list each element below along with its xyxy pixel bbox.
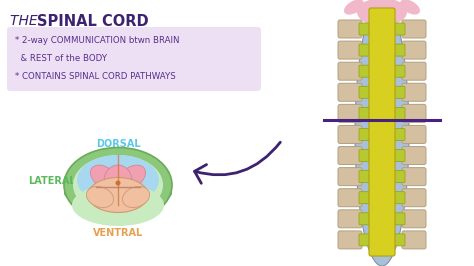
FancyBboxPatch shape (402, 104, 426, 122)
FancyBboxPatch shape (338, 168, 362, 186)
FancyBboxPatch shape (338, 41, 362, 59)
FancyBboxPatch shape (402, 231, 426, 249)
FancyBboxPatch shape (402, 62, 426, 80)
Text: THE: THE (10, 14, 42, 28)
Ellipse shape (64, 148, 172, 222)
Ellipse shape (344, 0, 364, 15)
FancyBboxPatch shape (7, 27, 261, 91)
FancyBboxPatch shape (359, 86, 371, 98)
FancyBboxPatch shape (359, 149, 371, 161)
FancyBboxPatch shape (359, 128, 371, 140)
Ellipse shape (357, 0, 407, 26)
FancyBboxPatch shape (393, 213, 405, 225)
Text: VENTRAL: VENTRAL (93, 228, 143, 238)
FancyBboxPatch shape (338, 83, 362, 101)
Text: * CONTAINS SPINAL CORD PATHWAYS: * CONTAINS SPINAL CORD PATHWAYS (15, 72, 176, 81)
FancyArrowPatch shape (194, 142, 280, 183)
FancyBboxPatch shape (402, 41, 426, 59)
FancyBboxPatch shape (393, 23, 405, 35)
Ellipse shape (64, 178, 172, 208)
FancyBboxPatch shape (359, 44, 371, 56)
FancyBboxPatch shape (393, 192, 405, 204)
Ellipse shape (400, 0, 420, 15)
FancyBboxPatch shape (393, 86, 405, 98)
FancyBboxPatch shape (402, 147, 426, 165)
Text: SPINAL CORD: SPINAL CORD (37, 14, 149, 29)
Text: & REST of the BODY: & REST of the BODY (15, 54, 107, 63)
FancyBboxPatch shape (393, 44, 405, 56)
FancyBboxPatch shape (393, 128, 405, 140)
FancyBboxPatch shape (338, 147, 362, 165)
FancyBboxPatch shape (359, 171, 371, 183)
Ellipse shape (122, 186, 150, 207)
FancyBboxPatch shape (338, 20, 362, 38)
Ellipse shape (88, 177, 148, 213)
FancyBboxPatch shape (359, 192, 371, 204)
FancyBboxPatch shape (402, 20, 426, 38)
FancyBboxPatch shape (393, 171, 405, 183)
FancyBboxPatch shape (359, 234, 371, 246)
Ellipse shape (355, 0, 409, 266)
Ellipse shape (116, 181, 120, 185)
FancyBboxPatch shape (393, 65, 405, 77)
Ellipse shape (86, 186, 114, 207)
FancyBboxPatch shape (402, 210, 426, 228)
FancyBboxPatch shape (338, 104, 362, 122)
Ellipse shape (91, 165, 118, 189)
Ellipse shape (77, 155, 159, 205)
FancyBboxPatch shape (359, 213, 371, 225)
FancyBboxPatch shape (338, 189, 362, 207)
FancyBboxPatch shape (338, 126, 362, 143)
FancyBboxPatch shape (393, 234, 405, 246)
FancyBboxPatch shape (369, 8, 395, 256)
FancyBboxPatch shape (338, 231, 362, 249)
FancyBboxPatch shape (359, 107, 371, 119)
FancyBboxPatch shape (402, 189, 426, 207)
Ellipse shape (72, 184, 164, 226)
FancyBboxPatch shape (338, 210, 362, 228)
FancyBboxPatch shape (393, 107, 405, 119)
Ellipse shape (104, 165, 132, 197)
Text: DORSAL: DORSAL (96, 139, 140, 149)
FancyBboxPatch shape (402, 83, 426, 101)
FancyBboxPatch shape (402, 126, 426, 143)
FancyBboxPatch shape (402, 168, 426, 186)
FancyBboxPatch shape (338, 62, 362, 80)
FancyBboxPatch shape (359, 23, 371, 35)
Ellipse shape (118, 165, 146, 189)
Text: LATERAL: LATERAL (28, 176, 76, 186)
Text: * 2-way COMMUNICATION btwn BRAIN: * 2-way COMMUNICATION btwn BRAIN (15, 36, 180, 45)
FancyBboxPatch shape (393, 149, 405, 161)
Ellipse shape (73, 155, 163, 215)
FancyBboxPatch shape (359, 65, 371, 77)
